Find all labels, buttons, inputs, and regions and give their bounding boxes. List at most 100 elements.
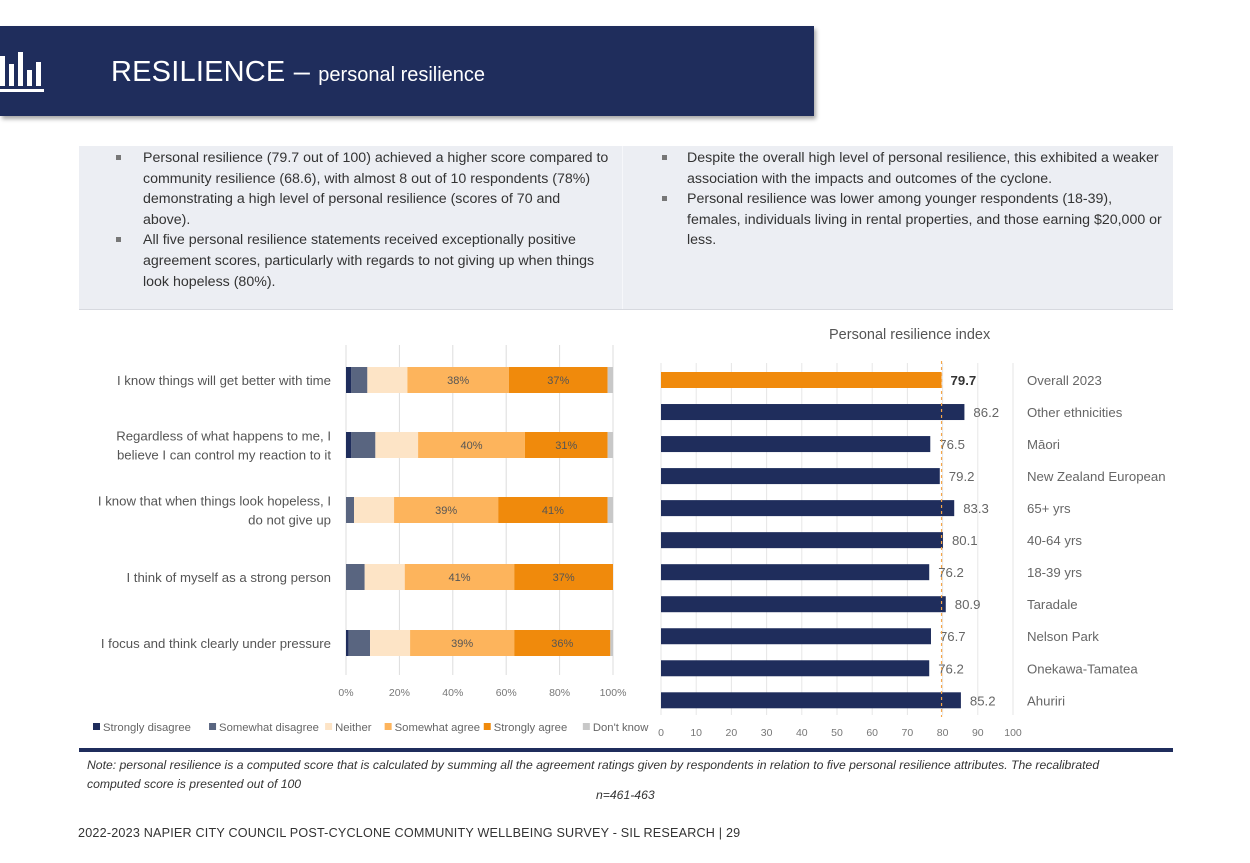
category-label: I know that when things look hopeless, I <box>98 494 331 509</box>
data-label: 38% <box>447 375 469 387</box>
value-label: 76.2 <box>938 661 964 676</box>
category-label: I know things will get better with time <box>117 373 331 388</box>
bar-segment <box>410 630 515 656</box>
index-bar <box>661 596 946 613</box>
value-label: 80.1 <box>952 533 978 548</box>
x-tick-label: 0 <box>658 727 664 739</box>
category-label: Overall 2023 <box>1027 373 1102 388</box>
legend-swatch <box>93 723 100 730</box>
data-label: 41% <box>542 505 564 517</box>
legend-swatch <box>325 723 333 730</box>
bar-segment <box>607 432 613 458</box>
value-label: 79.2 <box>949 469 975 484</box>
value-label: 80.9 <box>955 597 981 612</box>
summary-bullet: Despite the overall high level of person… <box>624 148 1169 189</box>
x-tick-label: 80% <box>549 687 570 699</box>
data-label: 40% <box>460 440 482 452</box>
category-label: do not give up <box>248 513 331 528</box>
index-bar <box>661 660 930 677</box>
legend-label: Somewhat disagree <box>219 722 319 734</box>
value-label: 83.3 <box>963 501 989 516</box>
x-tick-label: 80 <box>937 727 949 739</box>
data-label: 37% <box>547 375 569 387</box>
overall-bar <box>661 372 942 388</box>
bar-segment <box>370 630 411 656</box>
category-label: Other ethnicities <box>1027 405 1123 420</box>
bar-segment <box>514 630 611 656</box>
bar-segment <box>514 564 613 590</box>
bar-segment <box>607 497 613 523</box>
x-tick-label: 40% <box>442 687 463 699</box>
x-tick-label: 100% <box>600 687 627 699</box>
index-chart-title: Personal resilience index <box>829 327 991 343</box>
x-tick-label: 60 <box>866 727 878 739</box>
bar-segment <box>346 367 352 393</box>
page-footer: 2022-2023 NAPIER CITY COUNCIL POST-CYCLO… <box>78 826 741 840</box>
data-label: 31% <box>555 440 577 452</box>
resilience-index-chart: 0 10 20 30 40 50 60 70 80 90 100 79.7 Overall 2023 86… <box>658 361 1166 739</box>
index-bar <box>661 564 930 581</box>
legend-swatch <box>209 723 217 730</box>
category-label: believe I can control my reaction to it <box>117 448 331 463</box>
value-label: 76.2 <box>938 565 964 580</box>
x-tick-label: 10 <box>690 727 702 739</box>
value-label: 79.7 <box>951 373 977 388</box>
x-tick-label: 60% <box>496 687 517 699</box>
bar-segment <box>346 497 355 523</box>
category-label: Māori <box>1027 437 1060 452</box>
legend-label: Don't know <box>593 722 649 734</box>
stacked-bar-chart: 0% 20% 40% 60% 80% 100% I know things will get… <box>93 345 649 734</box>
category-label: Taradale <box>1027 597 1078 612</box>
bar-segment <box>346 630 349 656</box>
summary-right-bullets: Despite the overall high level of person… <box>624 148 1169 251</box>
summary-bullet: All five personal resilience statements … <box>79 230 609 292</box>
legend-label: Neither <box>335 722 372 734</box>
summary-left-bullets: Personal resilience (79.7 out of 100) ac… <box>79 148 609 292</box>
x-tick-label: 70 <box>902 727 914 739</box>
page-title-dash: – <box>285 56 319 88</box>
bar-segment <box>375 432 419 458</box>
x-tick-label: 20% <box>389 687 410 699</box>
legend-label: Somewhat agree <box>395 722 480 734</box>
page-subtitle: personal resilience <box>318 64 486 86</box>
bar-segment <box>346 564 365 590</box>
legend-swatch <box>384 723 392 730</box>
legend-swatch <box>582 723 590 730</box>
bar-segment <box>351 367 368 393</box>
bar-segment <box>607 367 613 393</box>
bar-segment <box>354 497 395 523</box>
value-label: 86.2 <box>973 405 999 420</box>
index-bar <box>661 532 943 549</box>
bar-segment <box>404 564 515 590</box>
index-bar <box>661 468 940 485</box>
category-label: Onekawa-Tamatea <box>1027 661 1138 676</box>
bar-segment <box>418 432 525 458</box>
x-tick-label: 100 <box>1004 727 1022 739</box>
legend-label: Strongly disagree <box>103 722 191 734</box>
summary-divider <box>622 146 623 309</box>
sample-size: n=461-463 <box>596 788 655 802</box>
value-label: 76.5 <box>939 437 965 452</box>
value-label: 76.7 <box>940 629 966 644</box>
index-bar <box>661 404 965 421</box>
category-label: 40-64 yrs <box>1027 533 1082 548</box>
index-bar <box>661 628 931 645</box>
data-label: 37% <box>553 572 575 584</box>
category-label: Ahuriri <box>1027 693 1065 708</box>
page-title: RESILIENCE – personal resilience <box>111 56 485 89</box>
bar-segment <box>610 630 613 656</box>
index-bar <box>661 692 961 709</box>
divider-rule <box>79 748 1173 752</box>
x-tick-label: 40 <box>796 727 808 739</box>
bar-segment <box>351 432 376 458</box>
x-tick-label: 0% <box>338 687 353 699</box>
summary-bullet: Personal resilience (79.7 out of 100) ac… <box>79 148 609 230</box>
data-label: 39% <box>451 638 473 650</box>
bar-segment <box>394 497 499 523</box>
index-bar <box>661 500 955 517</box>
bar-segment <box>508 367 608 393</box>
category-label: Nelson Park <box>1027 629 1099 644</box>
x-tick-label: 20 <box>726 727 738 739</box>
data-label: 41% <box>448 572 470 584</box>
bar-segment <box>364 564 405 590</box>
